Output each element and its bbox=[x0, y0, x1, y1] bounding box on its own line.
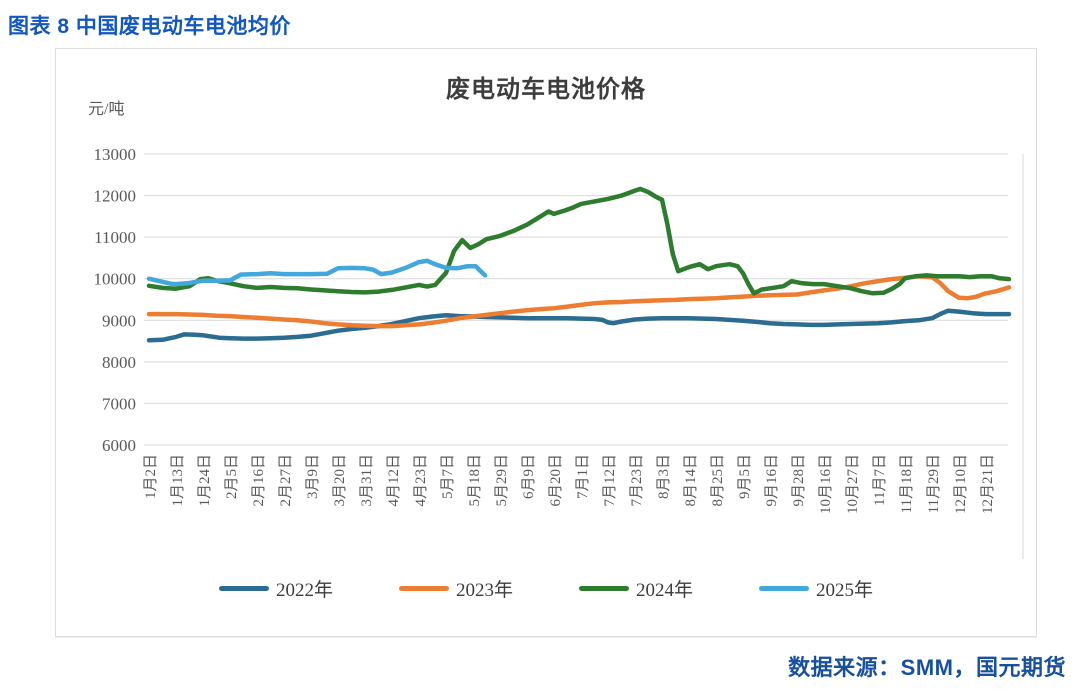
legend-item-2022: 2022年 bbox=[218, 575, 333, 602]
svg-text:3月31日: 3月31日 bbox=[359, 454, 375, 507]
y-axis-unit-label: 元/吨 bbox=[88, 101, 125, 118]
line-chart-plot: 13000 12000 11000 10000 9000 8000 7000 6000 1月2日… bbox=[94, 145, 1024, 559]
svg-text:13000: 13000 bbox=[94, 145, 137, 164]
svg-text:8月25日: 8月25日 bbox=[710, 454, 726, 507]
legend-item-2024: 2024年 bbox=[579, 575, 693, 602]
svg-text:8月3日: 8月3日 bbox=[656, 454, 672, 499]
gridlines bbox=[144, 153, 1024, 559]
figure-caption: 图表 8 中国废电动车电池均价 bbox=[8, 15, 291, 38]
svg-text:9月5日: 9月5日 bbox=[737, 454, 753, 499]
svg-text:9000: 9000 bbox=[102, 311, 136, 330]
svg-text:10月16日: 10月16日 bbox=[818, 454, 834, 514]
chart-title: 废电动车电池价格 bbox=[446, 76, 646, 103]
svg-text:2月5日: 2月5日 bbox=[224, 454, 240, 499]
legend-swatch-2023 bbox=[398, 586, 449, 591]
series-2025年 bbox=[146, 258, 488, 287]
legend-item-2023: 2023年 bbox=[398, 575, 513, 602]
svg-text:4月23日: 4月23日 bbox=[413, 454, 429, 507]
svg-text:11月29日: 11月29日 bbox=[926, 454, 942, 513]
svg-text:5月7日: 5月7日 bbox=[440, 454, 456, 499]
svg-text:7月1日: 7月1日 bbox=[575, 454, 591, 499]
svg-text:8月14日: 8月14日 bbox=[683, 454, 699, 507]
svg-text:11000: 11000 bbox=[94, 228, 136, 247]
legend-swatch-2025 bbox=[759, 586, 810, 591]
svg-text:9月28日: 9月28日 bbox=[791, 454, 807, 507]
svg-text:1月13日: 1月13日 bbox=[170, 454, 186, 507]
legend-label: 2024年 bbox=[636, 580, 694, 601]
legend-swatch-2022 bbox=[218, 586, 269, 591]
legend-label: 2023年 bbox=[455, 580, 513, 601]
svg-text:12月21日: 12月21日 bbox=[980, 454, 996, 514]
legend-label: 2022年 bbox=[275, 580, 333, 601]
series-2022年 bbox=[146, 308, 1012, 343]
svg-text:12000: 12000 bbox=[94, 187, 137, 206]
svg-text:7000: 7000 bbox=[102, 394, 136, 413]
svg-text:2月16日: 2月16日 bbox=[251, 454, 267, 507]
svg-text:2月27日: 2月27日 bbox=[278, 454, 294, 507]
svg-text:8000: 8000 bbox=[102, 353, 136, 372]
svg-text:3月9日: 3月9日 bbox=[305, 454, 321, 499]
svg-text:10月27日: 10月27日 bbox=[845, 454, 861, 514]
svg-text:5月29日: 5月29日 bbox=[494, 454, 510, 507]
svg-text:1月24日: 1月24日 bbox=[197, 454, 213, 507]
legend-label: 2025年 bbox=[816, 580, 874, 601]
svg-text:10000: 10000 bbox=[94, 270, 137, 289]
y-axis-labels: 13000 12000 11000 10000 9000 8000 7000 6000 bbox=[94, 145, 137, 455]
svg-text:12月10日: 12月10日 bbox=[953, 454, 969, 514]
svg-text:7月12日: 7月12日 bbox=[602, 454, 618, 507]
chart-legend: 2022年 2023年 2024年 2025年 bbox=[56, 575, 1036, 602]
series-2023年 bbox=[146, 273, 1012, 329]
svg-text:11月18日: 11月18日 bbox=[899, 454, 915, 513]
svg-text:11月7日: 11月7日 bbox=[872, 454, 888, 506]
svg-text:6月9日: 6月9日 bbox=[521, 454, 537, 499]
svg-text:9月16日: 9月16日 bbox=[764, 454, 780, 507]
svg-text:3月20日: 3月20日 bbox=[332, 454, 348, 507]
data-source: 数据来源：SMM，国元期货 bbox=[788, 655, 1066, 680]
svg-text:1月2日: 1月2日 bbox=[143, 454, 159, 499]
chart-card: 废电动车电池价格 元/吨 13000 12000 11000 10000 9000 800… bbox=[55, 48, 1037, 637]
legend-swatch-2024 bbox=[579, 586, 629, 591]
legend-item-2025: 2025年 bbox=[759, 575, 873, 602]
svg-text:7月23日: 7月23日 bbox=[629, 454, 645, 507]
svg-text:4月12日: 4月12日 bbox=[386, 454, 402, 507]
svg-text:6月20日: 6月20日 bbox=[548, 454, 564, 507]
x-axis-labels: 1月2日 1月13日 1月24日 2月5日 2月16日 2月27日 3月9日 3月20日 3月3… bbox=[143, 454, 996, 514]
series-2024年 bbox=[146, 186, 1012, 296]
svg-text:6000: 6000 bbox=[102, 436, 136, 455]
svg-text:5月18日: 5月18日 bbox=[467, 454, 483, 507]
